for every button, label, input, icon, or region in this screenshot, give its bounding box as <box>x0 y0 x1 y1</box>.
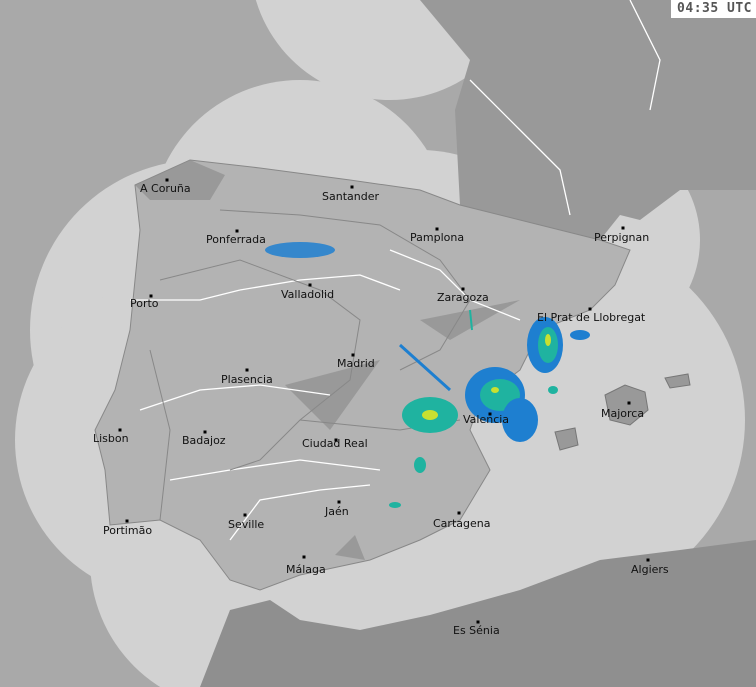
city-label: Ciudad Real <box>302 437 368 450</box>
city-dot <box>334 438 338 442</box>
city-dot <box>351 353 355 357</box>
city-dot <box>350 185 354 189</box>
city-label: Majorca <box>601 407 644 420</box>
city-label: Pamplona <box>410 231 464 244</box>
city-dot <box>243 513 247 517</box>
city-label: Perpignan <box>594 231 649 244</box>
city-dot <box>461 287 465 291</box>
africa-land <box>200 540 756 687</box>
city-dot <box>476 620 480 624</box>
city-dot <box>646 558 650 562</box>
city-label: El Prat de Llobregat <box>537 311 646 324</box>
radar-echoes <box>265 242 590 508</box>
city-label: Málaga <box>286 563 326 576</box>
city-dot <box>435 227 439 231</box>
city-label: Es Sénia <box>453 624 500 637</box>
menorca-land <box>664 373 691 389</box>
city-label: Algiers <box>631 563 669 576</box>
france-land <box>420 0 756 240</box>
city-label: Porto <box>130 297 159 310</box>
city-dot <box>149 294 153 298</box>
city-dot <box>118 428 122 432</box>
city-dot <box>627 401 631 405</box>
city-markers: A Coruña Santander Pamplona Perpignan Ponfer… <box>93 178 669 637</box>
outside-coverage-land <box>135 160 520 560</box>
city-label: Valladolid <box>281 288 334 301</box>
majorca-land <box>604 384 649 426</box>
timestamp-label: 04:35 UTC <box>671 0 756 18</box>
city-label: Madrid <box>337 357 375 370</box>
land <box>94 0 756 687</box>
rivers <box>130 0 661 541</box>
city-dot <box>203 430 207 434</box>
city-label: Lisbon <box>93 432 129 445</box>
city-dot <box>125 519 129 523</box>
city-label: Jaén <box>324 505 349 518</box>
city-dot <box>337 500 341 504</box>
city-dot <box>165 178 169 182</box>
city-dot <box>308 283 312 287</box>
city-label: Cartagena <box>433 517 490 530</box>
city-dot <box>488 412 492 416</box>
city-label: Ponferrada <box>206 233 266 246</box>
city-dot <box>621 226 625 230</box>
city-dot <box>588 307 592 311</box>
city-dot <box>235 229 239 233</box>
city-dot <box>245 368 249 372</box>
city-label: Plasencia <box>221 373 273 386</box>
city-label: Valencia <box>463 413 509 426</box>
city-label: Santander <box>322 190 379 203</box>
city-dot <box>457 511 461 515</box>
city-label: Portimão <box>103 524 152 537</box>
city-label: Seville <box>228 518 264 531</box>
city-label: Badajoz <box>182 434 226 447</box>
city-label: A Coruña <box>140 182 191 195</box>
city-label: Zaragoza <box>437 291 489 304</box>
ibiza-land <box>554 427 579 451</box>
city-dot <box>302 555 306 559</box>
